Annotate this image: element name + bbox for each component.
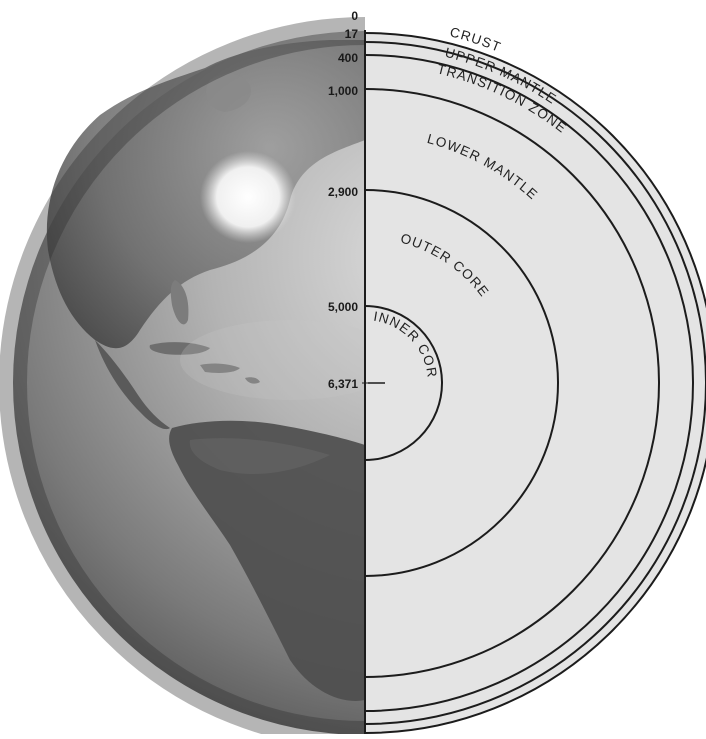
- globe-hemisphere: [0, 17, 365, 734]
- depth-label: 1,000: [328, 84, 358, 98]
- depth-labels: 0 17 400 1,000 2,900 5,000 6,371: [328, 9, 358, 391]
- depth-label: 0: [351, 9, 358, 23]
- cloud-highlight: [200, 151, 296, 243]
- inner-core-boundary: [365, 305, 443, 461]
- depth-label: 2,900: [328, 185, 358, 199]
- upper-mantle-boundary: [365, 54, 694, 712]
- cross-section: [365, 32, 706, 734]
- depth-label: 6,371: [328, 377, 358, 391]
- transition-zone-boundary: [365, 88, 660, 678]
- depth-label: 400: [338, 51, 358, 65]
- outer-core-boundary: [365, 189, 559, 577]
- cross-section-fill: [365, 33, 706, 733]
- depth-label: 17: [345, 27, 359, 41]
- depth-label: 5,000: [328, 300, 358, 314]
- south-america-landmass: [169, 420, 365, 701]
